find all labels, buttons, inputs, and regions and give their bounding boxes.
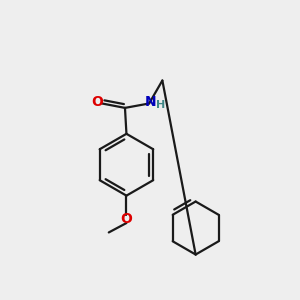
Text: H: H bbox=[156, 100, 166, 110]
Text: N: N bbox=[145, 95, 156, 109]
Text: O: O bbox=[121, 212, 132, 226]
Text: O: O bbox=[92, 95, 103, 109]
